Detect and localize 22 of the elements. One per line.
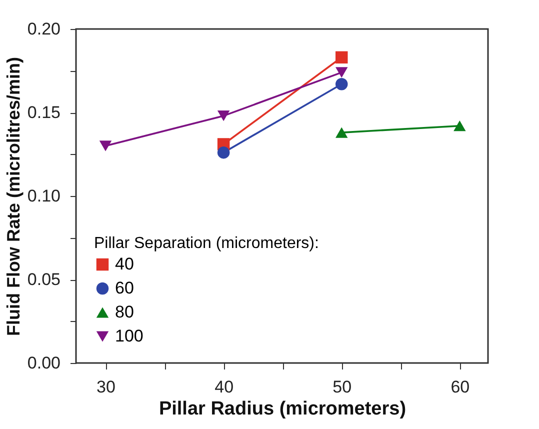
y-axis-title: Fluid Flow Rate (microlitres/min)	[3, 56, 24, 336]
legend-label: 80	[115, 302, 134, 322]
legend-title: Pillar Separation (micrometers):	[94, 235, 319, 252]
point	[335, 67, 348, 78]
x-tick-label: 50	[332, 378, 352, 396]
x-tick-label: 60	[450, 378, 470, 396]
point	[335, 51, 348, 64]
y-tick-label: 0.15	[27, 103, 60, 122]
x-tick-label: 40	[214, 378, 234, 396]
point	[99, 140, 112, 152]
point	[217, 110, 230, 122]
y-tick-label: 0.20	[27, 20, 60, 38]
legend-label: 100	[115, 326, 144, 346]
y-tick-label: 0.05	[27, 270, 60, 289]
point	[217, 146, 230, 159]
x-axis-title: Pillar Radius (micrometers)	[158, 398, 406, 420]
legend-label: 40	[115, 254, 134, 274]
y-tick-label: 0.10	[27, 186, 60, 206]
point	[335, 78, 348, 90]
legend-label: 60	[115, 278, 134, 298]
y-tick-label: 0.00	[27, 354, 60, 372]
x-tick-label: 30	[96, 378, 116, 396]
